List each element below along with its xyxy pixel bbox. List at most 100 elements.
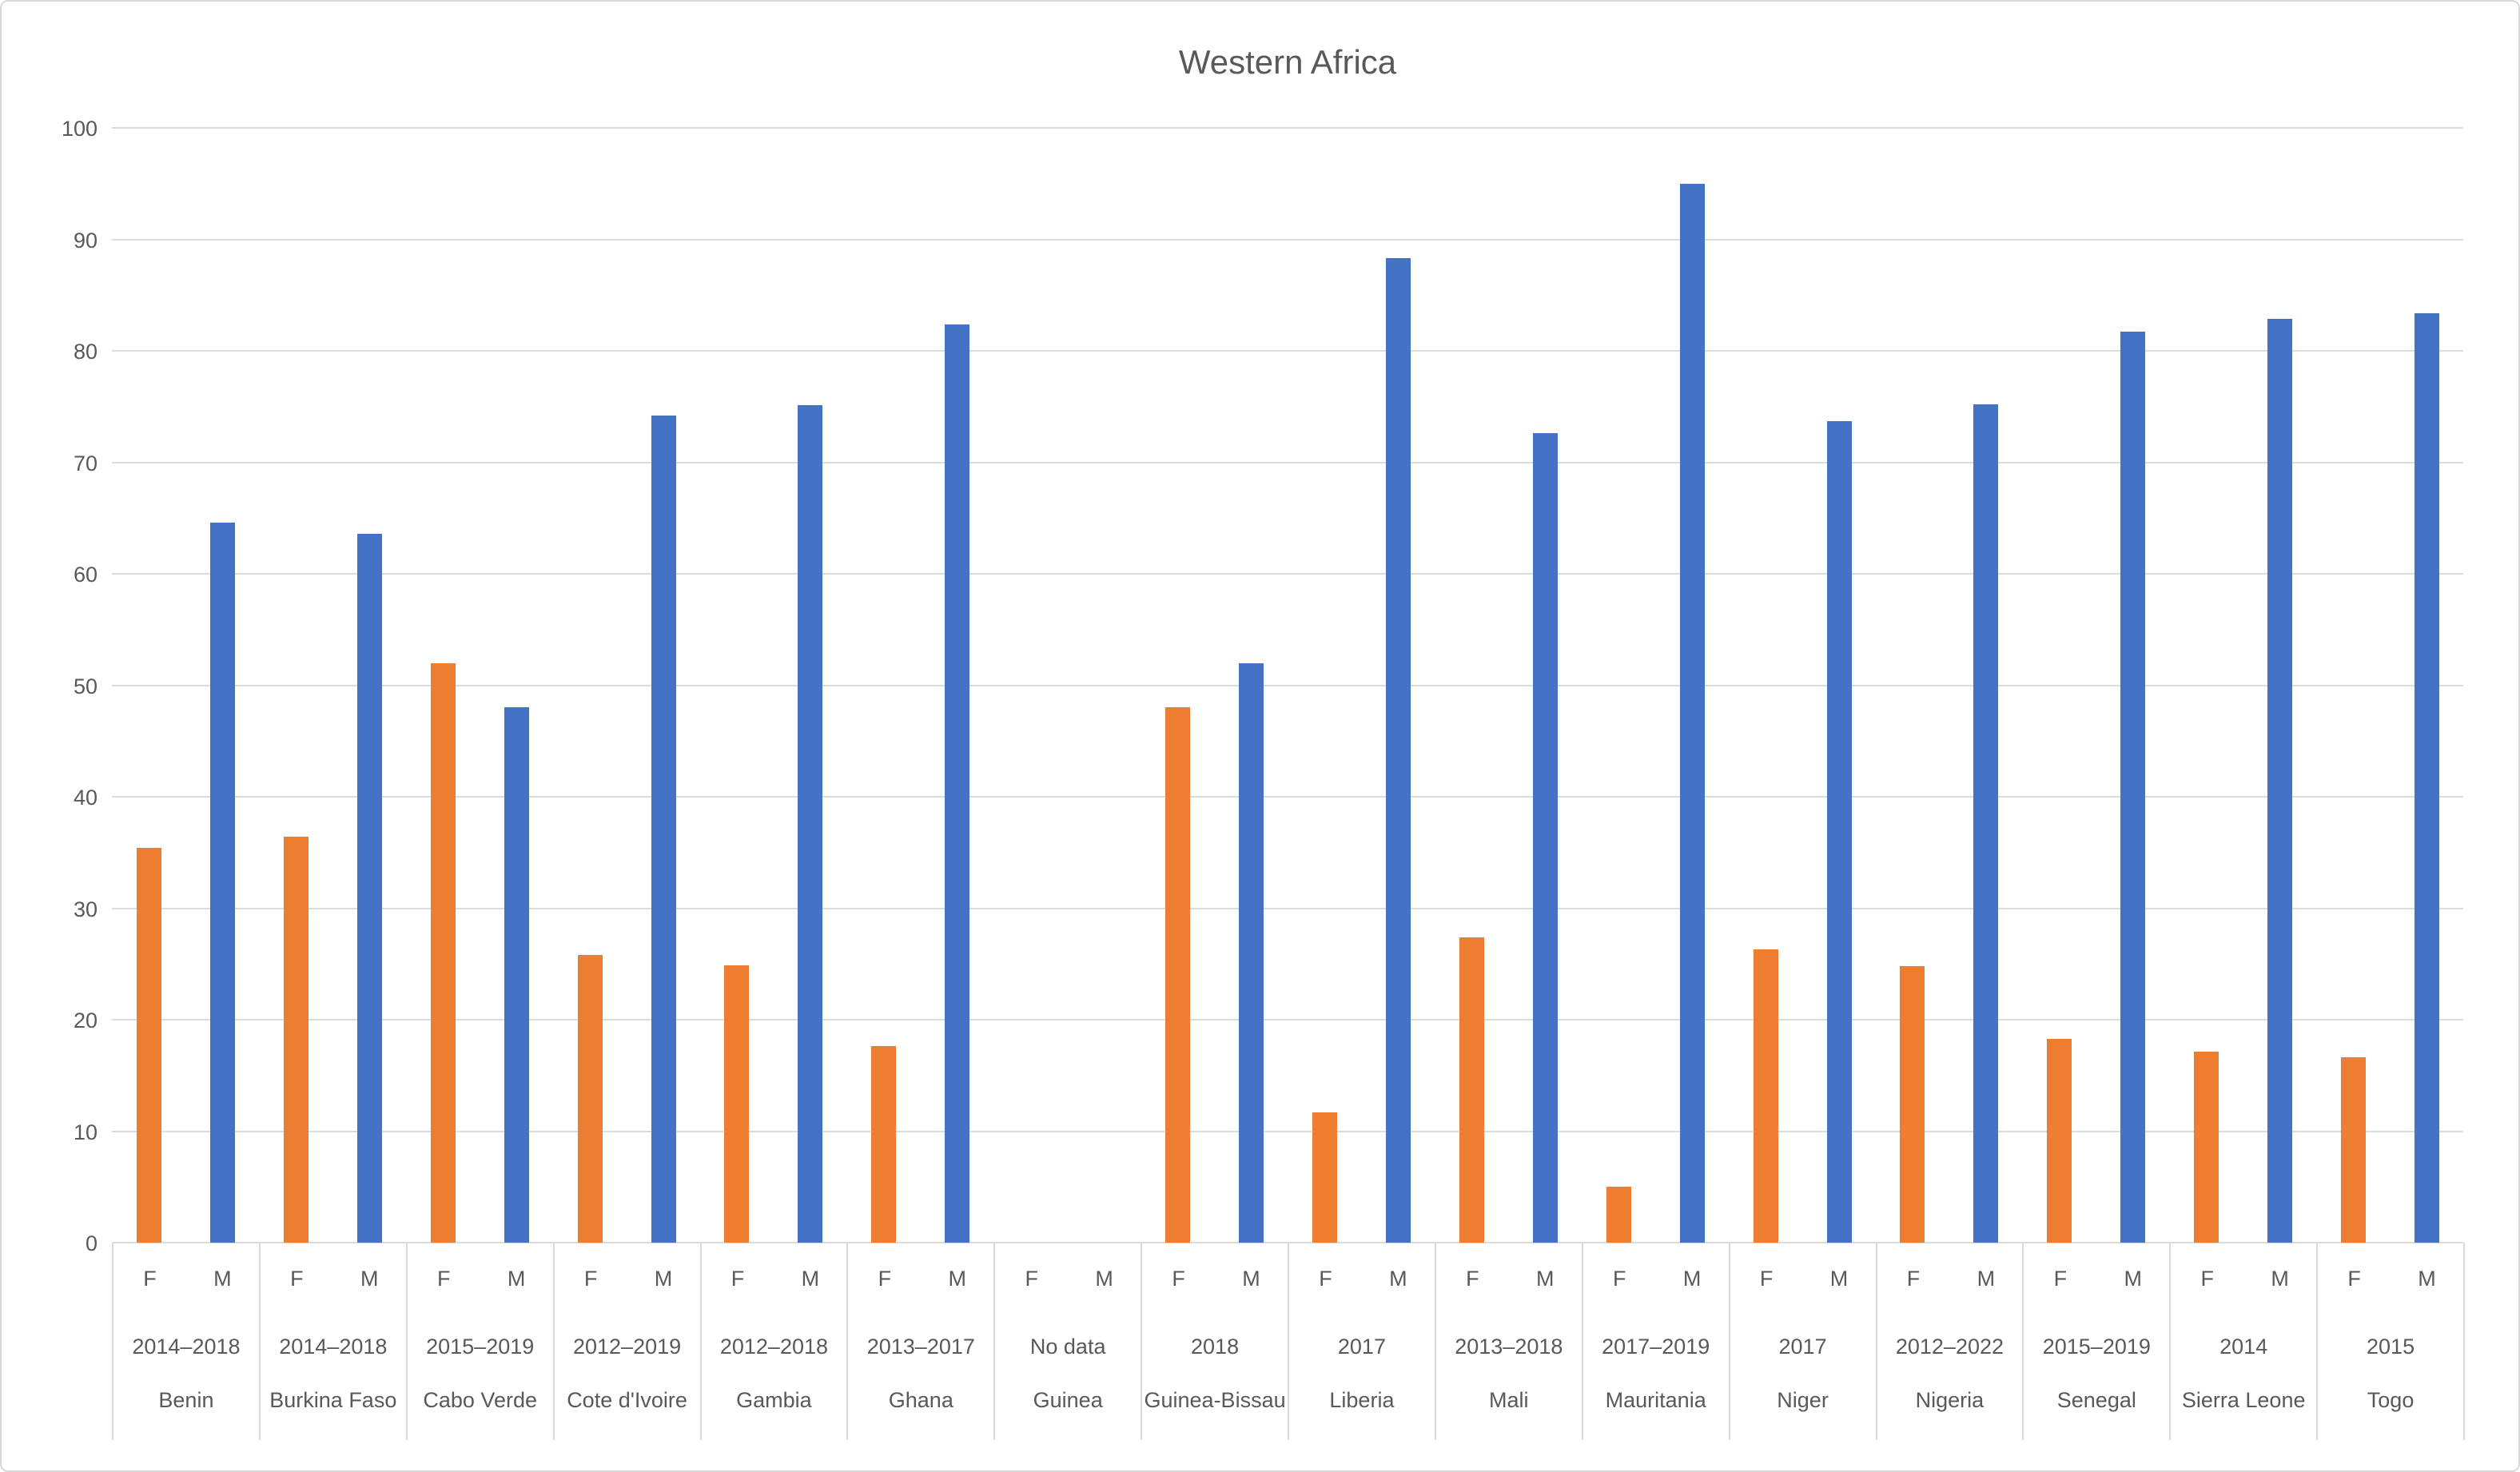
bar-group-niger: [1729, 128, 1876, 1243]
series-label-female: F: [878, 1266, 892, 1291]
bar-group-burkina-faso: [259, 128, 406, 1243]
y-tick-label: 30: [73, 897, 98, 921]
chart-title: Western Africa: [1178, 43, 1397, 81]
period-label: No data: [1029, 1334, 1106, 1359]
period-label: 2012–2018: [719, 1334, 829, 1359]
category-cell: F M 2017 Niger: [1728, 1243, 1876, 1440]
category-cell: F M 2015 Togo: [2316, 1243, 2463, 1440]
series-label-male: M: [2124, 1266, 2143, 1291]
bar-female: [1900, 966, 1925, 1243]
period-label: 2015–2019: [426, 1334, 535, 1359]
bar-female: [2194, 1052, 2219, 1243]
bar-female: [577, 955, 603, 1243]
period-label: 2015: [2367, 1334, 2415, 1359]
series-label-female: F: [290, 1266, 304, 1291]
bar-group-benin: [112, 128, 259, 1243]
bar-female: [871, 1046, 897, 1243]
bar-group-guinea-bissau: [1141, 128, 1288, 1243]
gridline: [112, 1130, 2463, 1132]
category-cell: F M 2014–2018 Burkina Faso: [258, 1243, 406, 1440]
bar-group-cote-d-ivoire: [553, 128, 700, 1243]
bar-male: [651, 415, 676, 1243]
series-label-female: F: [1906, 1266, 1921, 1291]
y-tick-label: 20: [73, 1009, 98, 1032]
category-cell: F M 2015–2019 Cabo Verde: [405, 1243, 553, 1440]
bar-male: [1532, 433, 1558, 1243]
country-label: Benin: [158, 1388, 214, 1412]
period-label: 2017–2019: [1602, 1334, 1710, 1359]
period-label: 2017: [1337, 1334, 1386, 1359]
category-cell: F M 2018 Guinea-Bissau: [1141, 1243, 1288, 1440]
period-label: 2013–2017: [866, 1334, 975, 1359]
bar-male: [945, 324, 970, 1243]
series-label-female: F: [1172, 1266, 1185, 1291]
country-label: Burkina Faso: [269, 1388, 397, 1412]
gridline: [112, 461, 2463, 463]
gridline: [112, 127, 2463, 129]
series-label-male: M: [1829, 1266, 1849, 1291]
bar-group-sierra-leone: [2169, 128, 2316, 1243]
y-tick-label: 100: [61, 117, 98, 141]
series-label-male: M: [2271, 1266, 2289, 1291]
category-cell: F M 2014 Sierra Leone: [2169, 1243, 2316, 1440]
series-label-female: F: [1466, 1266, 1479, 1291]
category-cell: F M 2012–2018 Gambia: [699, 1243, 847, 1440]
bar-female: [1606, 1187, 1631, 1243]
series-label-male: M: [801, 1266, 820, 1291]
series-label-male: M: [507, 1266, 526, 1291]
y-tick-label: 10: [73, 1120, 98, 1144]
y-tick-label: 40: [73, 786, 98, 810]
series-label-male: M: [654, 1266, 673, 1291]
series-label-female: F: [731, 1266, 745, 1291]
bar-group-gambia: [700, 128, 847, 1243]
y-tick-label: 70: [73, 451, 98, 475]
gridline: [112, 1019, 2463, 1020]
series-label-female: F: [1025, 1266, 1038, 1291]
gridline: [112, 238, 2463, 241]
y-tick-label: 0: [85, 1231, 98, 1255]
series-label-male: M: [1977, 1266, 1996, 1291]
x-axis: F M 2014–2018 Benin F M 2014–2018 Burkina Faso F…: [112, 1243, 2465, 1440]
period-label: 2014–2018: [132, 1334, 241, 1359]
bar-male: [1826, 420, 1852, 1243]
country-label: Guinea: [1033, 1388, 1103, 1412]
series-label-male: M: [2418, 1266, 2436, 1291]
bar-group-cabo-verde: [406, 128, 553, 1243]
country-label: Sierra Leone: [2181, 1388, 2306, 1412]
category-cell: F M 2012–2022 Nigeria: [1875, 1243, 2023, 1440]
bar-female: [1165, 707, 1191, 1243]
bar-female: [1753, 949, 1778, 1243]
category-cell: F M 2013–2018 Mali: [1434, 1243, 1582, 1440]
gridline: [112, 573, 2463, 575]
country-label: Nigeria: [1915, 1388, 1985, 1412]
series-label-male: M: [1389, 1266, 1407, 1291]
bar-male: [209, 522, 235, 1243]
y-tick-label: 60: [73, 563, 98, 587]
bar-male: [2120, 332, 2146, 1243]
bar-group-ghana: [846, 128, 993, 1243]
series-label-female: F: [583, 1266, 598, 1291]
period-label: 2014: [2219, 1334, 2268, 1359]
category-cell: F M 2014–2018 Benin: [112, 1243, 259, 1440]
y-tick-label: 50: [73, 674, 98, 698]
bar-male: [1973, 404, 1999, 1243]
series-label-female: F: [1319, 1266, 1332, 1291]
period-label: 2017: [1778, 1334, 1827, 1359]
series-label-female: F: [2200, 1266, 2214, 1291]
bar-female: [1459, 937, 1484, 1243]
series-label-male: M: [1242, 1266, 1260, 1291]
country-label: Cote d'Ivoire: [567, 1388, 687, 1412]
bar-male: [1385, 258, 1411, 1243]
